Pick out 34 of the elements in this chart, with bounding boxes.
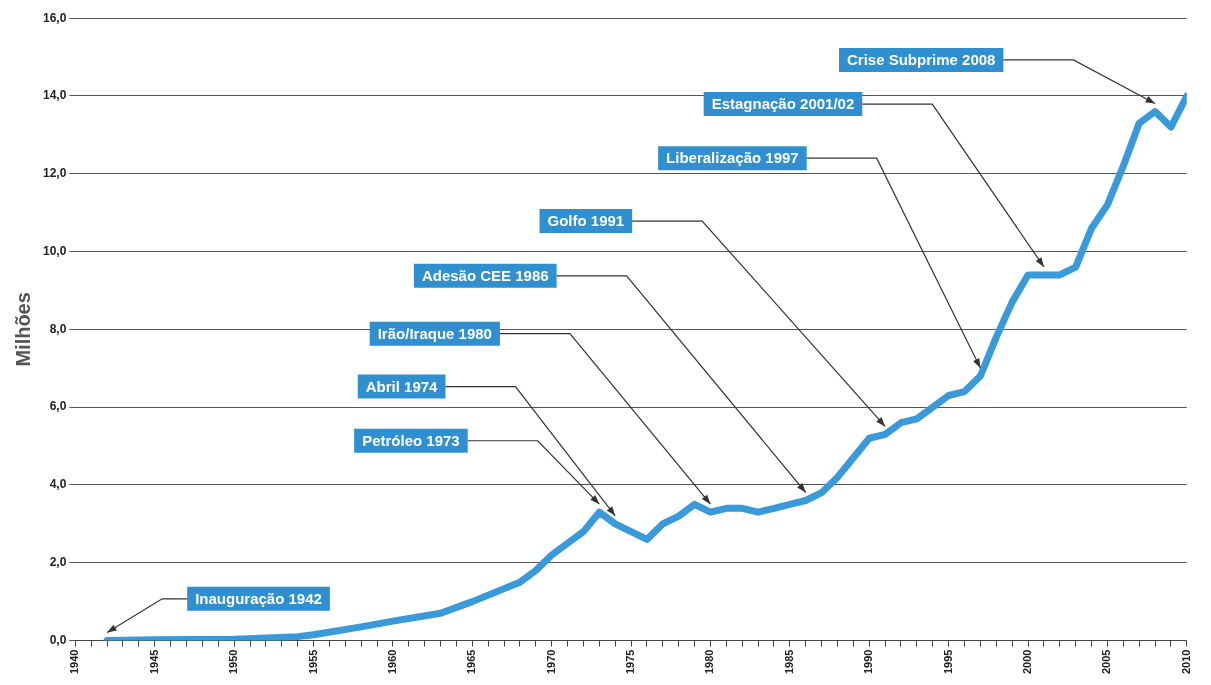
- x-tick-label: 1970: [544, 649, 557, 675]
- y-tick-label: 2,0: [49, 555, 67, 570]
- y-tick-label: 0,0: [49, 632, 67, 647]
- x-tick-label: 2010: [1179, 649, 1192, 675]
- annotation: Adesão CEE 1986: [421, 266, 549, 284]
- x-tick-label: 2000: [1021, 649, 1034, 675]
- annotation: Abril 1974: [365, 377, 439, 395]
- x-tick-label: 1960: [385, 649, 398, 675]
- y-tick-label: 6,0: [49, 399, 67, 414]
- x-tick-label: 1940: [68, 649, 81, 675]
- x-tick-label: 1965: [465, 649, 478, 675]
- x-tick-label: 1945: [147, 649, 160, 675]
- annotation: Estagnação 2001/02: [711, 95, 855, 113]
- annotation: Liberalização 1997: [666, 149, 799, 167]
- annotation: Golfo 1991: [547, 212, 625, 230]
- y-tick-label: 10,0: [43, 243, 67, 258]
- x-tick-label: 1985: [782, 649, 795, 675]
- y-axis-title: Milhões: [11, 292, 34, 367]
- y-tick-label: 12,0: [43, 166, 67, 181]
- annotation: Crise Subprime 2008: [847, 51, 996, 69]
- x-tick-label: 1980: [703, 649, 716, 675]
- annotation: Petróleo 1973: [362, 431, 460, 449]
- y-tick-label: 8,0: [49, 321, 67, 336]
- annotation: Irão/Iraque 1980: [377, 324, 492, 342]
- x-tick-label: 1990: [862, 649, 875, 675]
- x-tick-label: 1975: [624, 649, 637, 675]
- x-tick-label: 2005: [1100, 649, 1113, 675]
- y-tick-label: 14,0: [43, 88, 67, 103]
- x-tick-label: 1995: [941, 649, 954, 675]
- y-tick-label: 4,0: [49, 477, 67, 492]
- x-tick-label: 1950: [227, 649, 240, 675]
- y-tick-label: 16,0: [43, 10, 67, 25]
- annotation: Inauguração 1942: [195, 589, 322, 607]
- x-tick-label: 1955: [306, 649, 319, 675]
